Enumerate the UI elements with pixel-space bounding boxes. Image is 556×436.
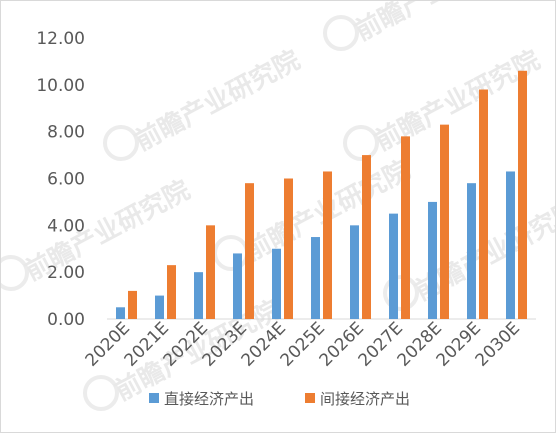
bars-layer (116, 70, 527, 320)
bar-indirect (206, 225, 215, 319)
bar-indirect (479, 89, 488, 320)
bar-direct (233, 253, 242, 319)
legend-label: 间接经济产出 (320, 390, 410, 408)
watermark-text: 前瞻产业研究院 (130, 44, 305, 157)
bar-indirect (284, 178, 293, 319)
bar-direct (272, 248, 281, 319)
watermark-text: 前瞻产业研究院 (350, 1, 525, 47)
y-tick-label: 2.00 (47, 263, 85, 283)
y-tick-label: 6.00 (47, 170, 85, 190)
legend-swatch (149, 393, 159, 403)
legend: 直接经济产出 间接经济产出 (149, 390, 410, 408)
bar-indirect (440, 124, 449, 320)
bar-direct (506, 171, 515, 319)
bar-direct (350, 225, 359, 319)
bar-direct (467, 183, 476, 319)
y-tick-label: 8.00 (47, 123, 85, 143)
bar-indirect (128, 290, 137, 319)
bar-direct (194, 272, 203, 319)
bar-indirect (245, 183, 254, 319)
bar-indirect (362, 155, 371, 319)
bar-indirect (518, 70, 527, 320)
x-tick-label: 2030E (472, 318, 524, 370)
y-tick-label: 12.00 (36, 29, 85, 49)
bar-direct (116, 307, 125, 319)
bar-direct (428, 201, 437, 319)
y-tick-label: 10.00 (36, 76, 85, 96)
bar-indirect (167, 265, 176, 319)
watermark-logo-icon (83, 375, 119, 411)
bar-direct (389, 213, 398, 319)
y-axis: 0.00 2.00 4.00 6.00 8.00 10.00 12.00 (36, 29, 85, 330)
legend-label: 直接经济产出 (164, 390, 254, 408)
bar-direct (155, 295, 164, 319)
y-tick-label: 0.00 (47, 310, 85, 330)
bar-direct (311, 237, 320, 319)
watermark-logo-icon (323, 15, 359, 51)
bar-indirect (323, 171, 332, 319)
watermark-logo-icon (343, 125, 379, 161)
bar-indirect (401, 136, 410, 319)
watermark-logo-icon (0, 255, 29, 291)
legend-swatch (305, 393, 315, 403)
y-tick-label: 4.00 (47, 216, 85, 236)
watermark-logo-icon (103, 125, 139, 161)
